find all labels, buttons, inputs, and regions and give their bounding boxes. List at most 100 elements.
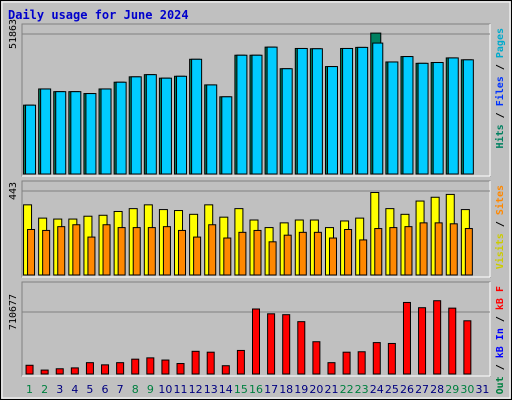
sites-bar (132, 227, 141, 276)
sites-bar (389, 227, 398, 276)
files-bar (130, 76, 142, 175)
legend-separator: / (495, 358, 506, 376)
kbytes-bar (146, 357, 155, 375)
day-label: 12 (189, 383, 203, 396)
kbytes-bar (70, 367, 79, 375)
kbytes-bar (85, 362, 94, 375)
files-bar (372, 42, 384, 175)
files-bar (160, 77, 172, 175)
files-bar (100, 88, 112, 175)
day-label: 20 (309, 383, 323, 396)
files-bar (145, 74, 157, 175)
kbytes-bar (372, 342, 381, 375)
files-bar (25, 104, 37, 175)
sites-bar (328, 237, 337, 276)
kbytes-bar (387, 342, 396, 375)
legend-separator: / (495, 215, 506, 233)
y-tick-label: 710677 (8, 294, 19, 330)
kbytes-bar (463, 320, 472, 375)
day-label: 14 (219, 383, 233, 396)
day-label: 6 (102, 383, 109, 396)
sites-bar (117, 227, 126, 276)
kbytes-bar (161, 359, 170, 375)
legend-entry: kB F (495, 286, 506, 310)
kbytes-bar (297, 321, 306, 375)
sites-bar (72, 224, 81, 276)
legend-entry: kB Out (495, 376, 506, 400)
legend-separator: / (495, 310, 506, 328)
kbytes-bar (131, 358, 140, 375)
sites-bar (404, 226, 413, 276)
sites-bar (223, 237, 232, 276)
sites-bar (419, 222, 428, 276)
sites-bar (87, 236, 96, 276)
files-bar (342, 47, 354, 175)
sites-bar (193, 236, 202, 276)
kbytes-bar (221, 365, 230, 375)
sites-bar (464, 228, 473, 276)
kbytes-bar (402, 301, 411, 375)
sites-bar (253, 229, 262, 276)
kbytes-bar (176, 363, 185, 375)
day-label: 30 (460, 383, 474, 396)
kbytes-panel: 710677 kB Out / kB In / kB F (8, 281, 506, 400)
files-bar (251, 54, 263, 175)
kbytes-bar (101, 364, 110, 375)
day-label: 8 (132, 383, 139, 396)
legend-entry: Pages (495, 28, 506, 58)
sites-bar (102, 224, 111, 276)
day-label: 4 (71, 383, 78, 396)
files-bar (417, 62, 429, 175)
day-label: 17 (264, 383, 278, 396)
day-label: 2 (41, 383, 48, 396)
sites-bar (238, 231, 247, 276)
sites-bar (434, 222, 443, 276)
day-label: 16 (249, 383, 263, 396)
legend-separator: / (495, 58, 506, 76)
kbytes-bar (40, 369, 49, 375)
legend-entry: Hits (494, 124, 506, 148)
sites-bar (344, 228, 353, 276)
sites-bar (313, 231, 322, 276)
day-label: 3 (56, 383, 63, 396)
kbytes-bar (191, 350, 200, 375)
day-labels: 1 2 3 4 5 6 7 8 9 10 11 12 13 14 15 16 17 18 19 20 21 22 23 24 2… (26, 383, 489, 396)
files-bar (85, 93, 97, 175)
files-bar (55, 91, 67, 175)
kbytes-bar (116, 362, 125, 375)
day-label: 11 (174, 383, 188, 396)
files-bar (281, 68, 293, 175)
sites-bar (27, 228, 36, 276)
legend-entry: Visits (494, 233, 506, 269)
kbytes-bar (25, 364, 34, 375)
kbytes-bar (342, 351, 351, 375)
day-label: 25 (385, 383, 399, 396)
visits-sites-panel: 443 Visits / Sites (8, 180, 506, 278)
day-label: 28 (430, 383, 444, 396)
kbytes-bar (418, 307, 427, 375)
day-label: 27 (415, 383, 429, 396)
y-tick-label: 443 (8, 182, 19, 200)
sites-bar (178, 229, 187, 276)
files-bar (357, 46, 369, 175)
legend-separator: / (495, 106, 506, 124)
sites-bar (147, 227, 156, 276)
day-label: 24 (370, 383, 384, 396)
kbytes-bar (357, 351, 366, 375)
files-bar (402, 56, 414, 175)
kbytes-bar (55, 368, 64, 375)
day-label: 13 (204, 383, 218, 396)
kbytes-bar (236, 349, 245, 375)
sites-bar (268, 241, 277, 276)
kbytes-bar (282, 314, 291, 375)
files-bar (70, 91, 82, 175)
y-tick-label: 51863 (8, 19, 19, 49)
day-label: 26 (400, 383, 414, 396)
day-label: 7 (117, 383, 124, 396)
kbytes-bar (252, 308, 260, 375)
files-bar (176, 75, 188, 175)
files-bar (40, 88, 52, 175)
